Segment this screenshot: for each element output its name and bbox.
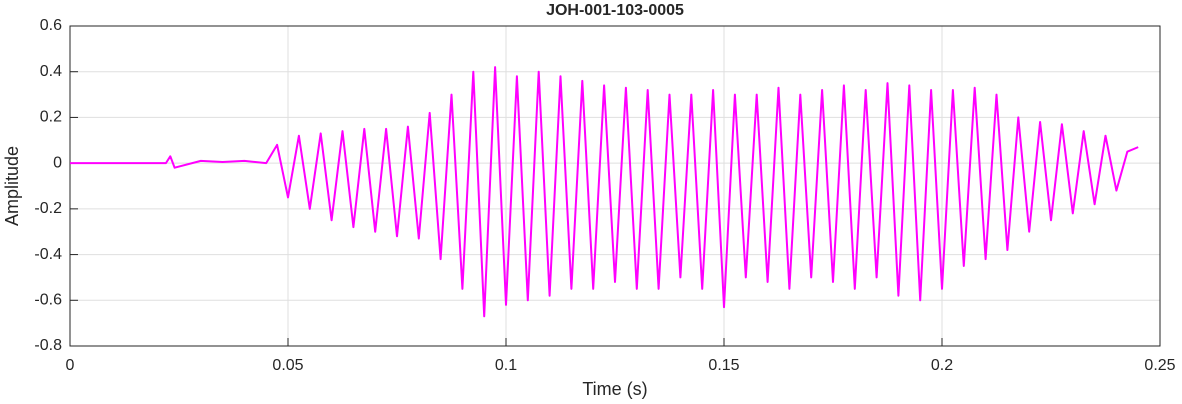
waveform-line <box>70 66 1139 318</box>
y-tick-label: 0.6 <box>40 17 62 34</box>
x-tick-label: 0.2 <box>931 357 953 374</box>
y-tick-label: -0.8 <box>34 337 62 354</box>
x-tick-label: 0.25 <box>1144 357 1175 374</box>
y-tick-label: -0.4 <box>34 246 62 263</box>
chart-title: JOH-001-103-0005 <box>546 2 684 19</box>
x-axis-label: Time (s) <box>582 379 647 399</box>
y-tick-label: -0.2 <box>34 200 62 217</box>
y-tick-label: -0.6 <box>34 292 62 309</box>
x-tick-label: 0.15 <box>708 357 739 374</box>
y-axis-label: Amplitude <box>2 146 22 226</box>
x-tick-label: 0.05 <box>272 357 303 374</box>
y-tick-label: 0 <box>53 154 62 171</box>
y-tick-label: 0.4 <box>40 63 62 80</box>
y-tick-label: 0.2 <box>40 109 62 126</box>
plot-frame <box>69 25 1161 347</box>
x-tick-label: 0 <box>66 357 75 374</box>
x-tick-label: 0.1 <box>495 357 517 374</box>
plot-area <box>70 26 1160 346</box>
